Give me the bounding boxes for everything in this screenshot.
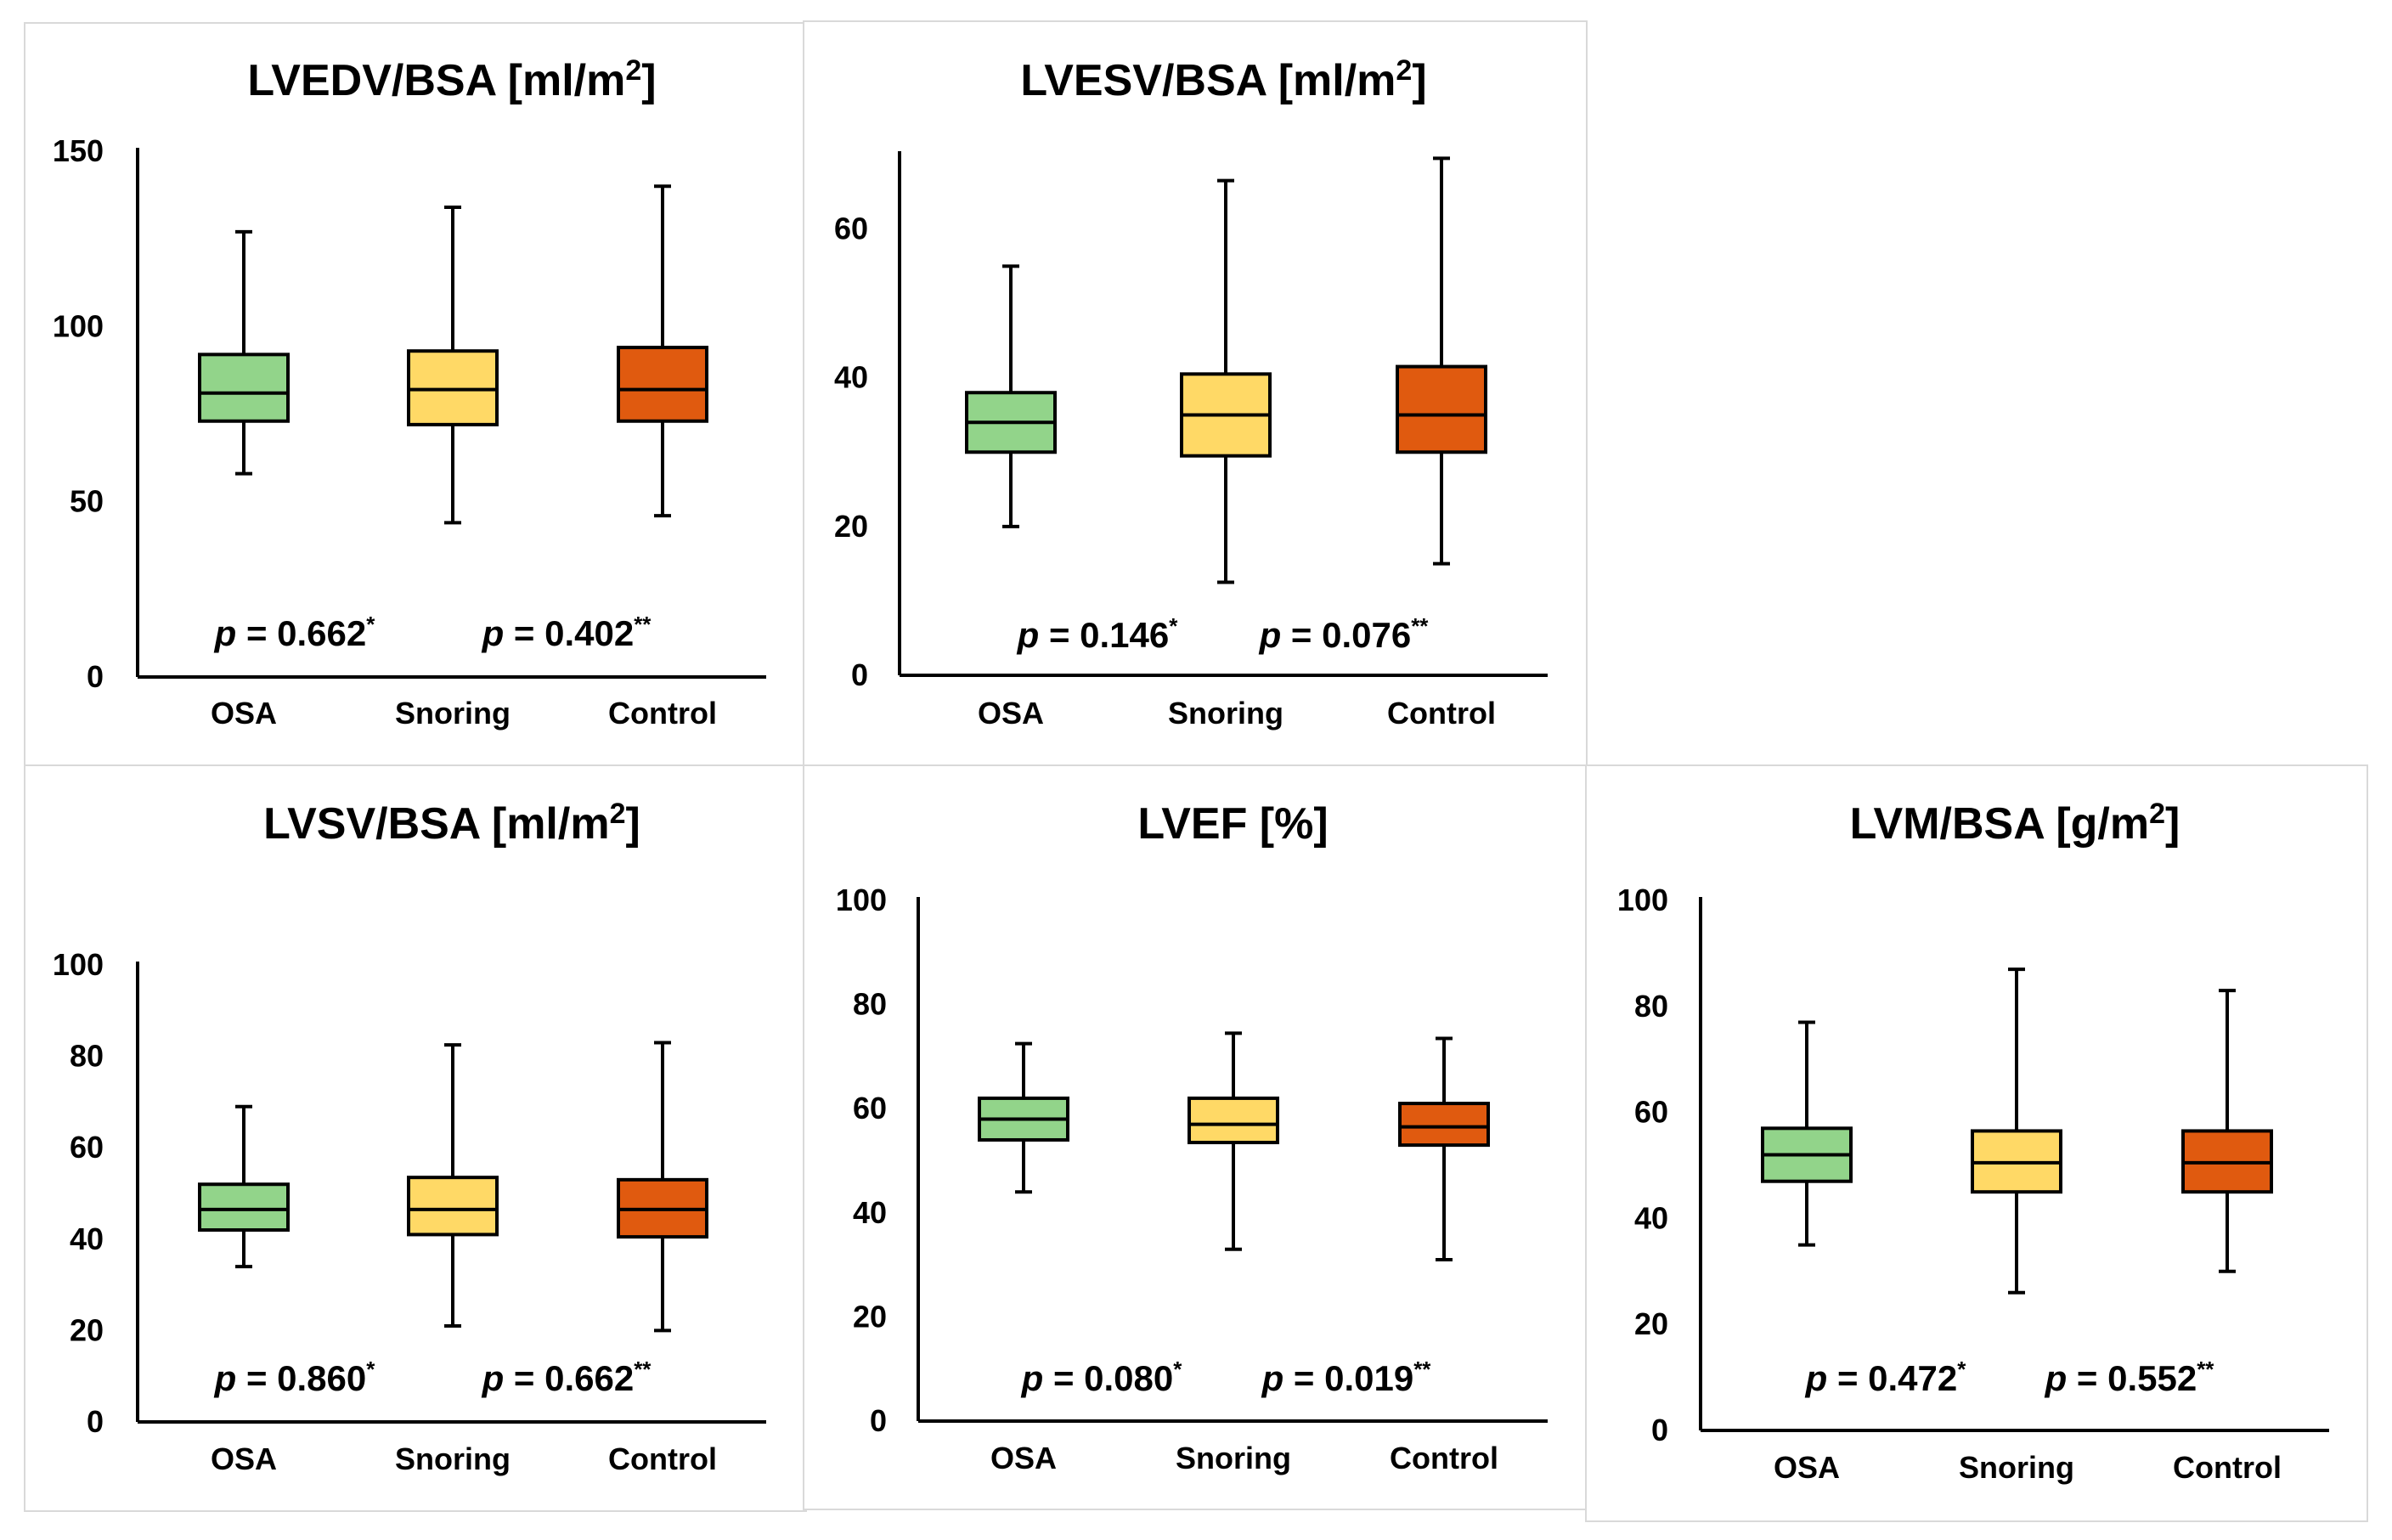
- category-label: Snoring: [1168, 696, 1283, 731]
- p-value-label: p = 0.860*: [214, 1357, 376, 1398]
- y-tick-label: 20: [1634, 1306, 1668, 1341]
- box-control: [617, 184, 708, 518]
- y-tick-label: 50: [70, 484, 104, 519]
- p-value-label: p = 0.080*: [1021, 1357, 1183, 1398]
- iqr-box: [1188, 1096, 1279, 1145]
- y-tick-label: 100: [836, 883, 887, 917]
- iqr-box: [407, 1176, 499, 1237]
- p-value-label: p = 0.402**: [482, 612, 652, 653]
- y-tick-label: 40: [834, 360, 868, 395]
- y-tick-label: 100: [53, 308, 104, 343]
- box-osa: [198, 229, 290, 476]
- box-control: [1396, 156, 1487, 566]
- boxplot-lvm: LVM/BSA [g/m2] 0 20 40 60 80 100 OSA Snoring Cont…: [1617, 798, 2329, 1485]
- chart-title: LVEDV/BSA [ml/m2]: [247, 54, 656, 105]
- category-label: Control: [608, 696, 717, 731]
- category-label: OSA: [211, 696, 277, 731]
- boxplot-lvedv: LVEDV/BSA [ml/m2] 0 50 100 150 OSA Snoring Cont…: [53, 54, 766, 731]
- y-tick-label: 60: [1634, 1095, 1668, 1130]
- box-snoring: [1188, 1031, 1279, 1251]
- p-value-label: p = 0.552**: [2045, 1357, 2215, 1398]
- y-tick-label: 80: [853, 987, 887, 1022]
- y-tick-label: 60: [853, 1091, 887, 1125]
- p-value-label: p = 0.662**: [482, 1357, 652, 1398]
- y-tick-label: 100: [53, 947, 104, 982]
- category-label: OSA: [978, 696, 1044, 731]
- y-tick-label: 150: [53, 133, 104, 168]
- y-tick-label: 40: [1634, 1200, 1668, 1235]
- box-control: [617, 1041, 708, 1333]
- iqr-box: [1396, 364, 1487, 454]
- y-tick-label: 20: [834, 509, 868, 544]
- y-tick-label: 100: [1617, 883, 1668, 917]
- category-label: Snoring: [1959, 1450, 2074, 1485]
- y-tick-label: 0: [1651, 1413, 1668, 1447]
- category-label: Control: [2173, 1450, 2282, 1485]
- boxplot-lvef: LVEF [%] 0 20 40 60 80 100 OSA Snoring Control p =…: [836, 799, 1548, 1475]
- iqr-box: [617, 346, 708, 423]
- y-tick-label: 0: [87, 1404, 104, 1439]
- box-osa: [1761, 1020, 1853, 1247]
- p-value-label: p = 0.019**: [1261, 1357, 1432, 1398]
- chart-title: LVM/BSA [g/m2]: [1850, 798, 2180, 849]
- category-label: Control: [1390, 1441, 1498, 1475]
- iqr-box: [1398, 1102, 1490, 1148]
- category-label: Control: [1387, 696, 1496, 731]
- chart-title: LVESV/BSA [ml/m2]: [1020, 54, 1426, 105]
- category-label: Control: [608, 1441, 717, 1476]
- category-label: OSA: [990, 1441, 1057, 1475]
- category-label: Snoring: [395, 1441, 511, 1476]
- y-tick-label: 0: [870, 1403, 887, 1438]
- boxplot-lvsv: LVSV/BSA [ml/m2] 0 20 40 60 80 100 OSA Snoring Co…: [53, 798, 766, 1476]
- chart-panel-lvsv: LVSV/BSA [ml/m2] 0 20 40 60 80 100 OSA Snoring Co…: [24, 764, 807, 1512]
- category-label: Snoring: [1176, 1441, 1291, 1475]
- iqr-box: [198, 1182, 290, 1233]
- chart-panel-lvesv: LVESV/BSA [ml/m2] 0 20 40 60 OSA Snoring Contro…: [803, 20, 1588, 766]
- box-osa: [978, 1041, 1069, 1194]
- box-osa: [965, 264, 1057, 528]
- box-snoring: [1180, 178, 1272, 584]
- p-value-label: p = 0.662*: [214, 612, 376, 653]
- category-label: Snoring: [395, 696, 511, 731]
- y-tick-label: 60: [70, 1130, 104, 1165]
- iqr-box: [198, 353, 290, 423]
- y-tick-label: 0: [851, 657, 868, 692]
- chart-panel-lvm: LVM/BSA [g/m2] 0 20 40 60 80 100 OSA Snoring Cont…: [1585, 764, 2368, 1522]
- boxplot-lvesv: LVESV/BSA [ml/m2] 0 20 40 60 OSA Snoring Contro…: [834, 54, 1548, 731]
- y-tick-label: 20: [853, 1299, 887, 1334]
- box-control: [1398, 1036, 1490, 1261]
- p-value-label: p = 0.472*: [1805, 1357, 1967, 1398]
- box-snoring: [407, 206, 499, 525]
- y-tick-label: 0: [87, 659, 104, 694]
- y-tick-label: 60: [834, 212, 868, 246]
- category-label: OSA: [211, 1441, 277, 1476]
- chart-panel-lvef: LVEF [%] 0 20 40 60 80 100 OSA Snoring Control p =…: [803, 764, 1588, 1510]
- box-snoring: [407, 1043, 499, 1328]
- y-tick-label: 80: [1634, 989, 1668, 1024]
- iqr-box: [407, 349, 499, 426]
- y-tick-label: 40: [70, 1221, 104, 1256]
- p-value-label: p = 0.146*: [1017, 613, 1179, 655]
- box-control: [2181, 989, 2273, 1273]
- box-osa: [198, 1104, 290, 1269]
- y-tick-label: 40: [853, 1195, 887, 1230]
- category-label: OSA: [1774, 1450, 1840, 1485]
- chart-panel-lvedv: LVEDV/BSA [ml/m2] 0 50 100 150 OSA Snoring Cont…: [24, 22, 807, 766]
- chart-title: LVEF [%]: [1137, 799, 1328, 849]
- p-value-label: p = 0.076**: [1259, 613, 1430, 655]
- chart-title: LVSV/BSA [ml/m2]: [263, 798, 640, 849]
- box-snoring: [1971, 967, 2062, 1295]
- y-tick-label: 20: [70, 1312, 104, 1347]
- y-tick-label: 80: [70, 1039, 104, 1074]
